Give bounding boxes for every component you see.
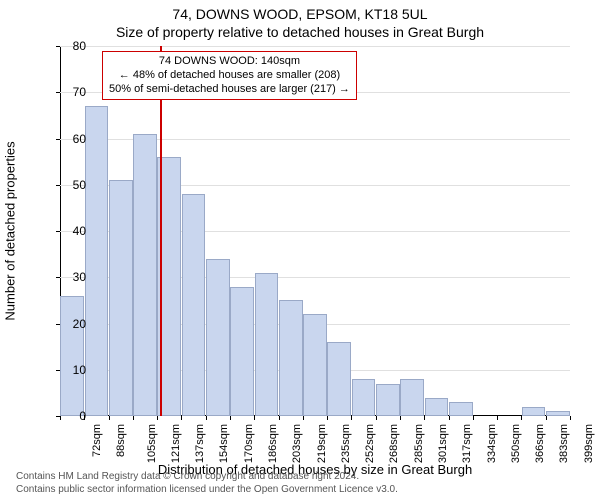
footer-attribution: Contains HM Land Registry data © Crown c…	[16, 471, 398, 496]
gridline	[60, 46, 570, 47]
xtick-label: 170sqm	[243, 424, 255, 463]
histogram-bar	[182, 194, 206, 416]
xtick-label: 317sqm	[461, 424, 473, 463]
xtick-label: 154sqm	[219, 424, 231, 463]
property-annotation: 74 DOWNS WOOD: 140sqm← 48% of detached h…	[102, 51, 357, 100]
histogram-bar	[230, 287, 254, 417]
xtick-mark	[60, 416, 61, 420]
histogram-bar	[109, 180, 133, 416]
xtick-label: 235sqm	[340, 424, 352, 463]
xtick-mark	[400, 416, 401, 420]
xtick-mark	[109, 416, 110, 420]
xtick-mark	[376, 416, 377, 420]
xtick-mark	[327, 416, 328, 420]
xtick-label: 350sqm	[510, 424, 522, 463]
xtick-mark	[157, 416, 158, 420]
histogram-bar	[279, 300, 303, 416]
xtick-mark	[351, 416, 352, 420]
xtick-mark	[303, 416, 304, 420]
ytick-mark	[56, 92, 60, 93]
xtick-mark	[449, 416, 450, 420]
xtick-label: 219sqm	[316, 424, 328, 463]
annotation-line3: 50% of semi-detached houses are larger (…	[109, 83, 350, 97]
histogram-bar	[376, 384, 400, 416]
footer-line1: Contains HM Land Registry data © Crown c…	[16, 471, 398, 484]
xtick-label: 137sqm	[194, 424, 206, 463]
histogram-bar	[206, 259, 230, 416]
histogram-bar	[400, 379, 424, 416]
histogram-bar	[303, 314, 327, 416]
histogram-bar	[449, 402, 473, 416]
ytick-label: 0	[79, 409, 86, 423]
ytick-label: 70	[73, 85, 86, 99]
histogram-bar	[133, 134, 157, 416]
xtick-mark	[570, 416, 571, 420]
ytick-mark	[56, 46, 60, 47]
footer-line2: Contains public sector information licen…	[16, 484, 398, 497]
ytick-mark	[56, 277, 60, 278]
histogram-bar	[255, 273, 279, 416]
plot-area: 72sqm88sqm105sqm121sqm137sqm154sqm170sqm…	[60, 46, 570, 416]
xtick-mark	[546, 416, 547, 420]
xtick-mark	[133, 416, 134, 420]
histogram-bar	[546, 411, 570, 416]
xtick-label: 105sqm	[146, 424, 158, 463]
xtick-label: 383sqm	[559, 424, 571, 463]
ytick-mark	[56, 231, 60, 232]
chart-title-line2: Size of property relative to detached ho…	[0, 24, 600, 40]
xtick-label: 399sqm	[583, 424, 595, 463]
xtick-label: 72sqm	[91, 424, 103, 457]
ytick-mark	[56, 139, 60, 140]
xtick-label: 121sqm	[170, 424, 182, 463]
y-axis-label: Number of detached properties	[3, 141, 18, 320]
xtick-mark	[424, 416, 425, 420]
annotation-line2: ← 48% of detached houses are smaller (20…	[109, 69, 350, 83]
xtick-label: 88sqm	[115, 424, 127, 457]
histogram-bar	[85, 106, 109, 416]
xtick-label: 252sqm	[364, 424, 376, 463]
ytick-label: 40	[73, 224, 86, 238]
ytick-label: 80	[73, 39, 86, 53]
chart-title-line1: 74, DOWNS WOOD, EPSOM, KT18 5UL	[0, 6, 600, 22]
chart-container: { "title_line1":"74, DOWNS WOOD, EPSOM, …	[0, 0, 600, 500]
histogram-bar	[425, 398, 449, 417]
xtick-mark	[521, 416, 522, 420]
xtick-label: 301sqm	[437, 424, 449, 463]
ytick-label: 20	[73, 317, 86, 331]
histogram-bar	[522, 407, 546, 416]
xtick-label: 285sqm	[413, 424, 425, 463]
xtick-mark	[206, 416, 207, 420]
xtick-mark	[254, 416, 255, 420]
xtick-mark	[181, 416, 182, 420]
xtick-mark	[497, 416, 498, 420]
histogram-bar	[327, 342, 351, 416]
ytick-label: 30	[73, 270, 86, 284]
ytick-mark	[56, 185, 60, 186]
histogram-bar	[352, 379, 376, 416]
ytick-label: 10	[73, 363, 86, 377]
xtick-mark	[279, 416, 280, 420]
histogram-bar	[60, 296, 84, 416]
xtick-label: 366sqm	[534, 424, 546, 463]
ytick-label: 50	[73, 178, 86, 192]
annotation-line1: 74 DOWNS WOOD: 140sqm	[109, 55, 350, 69]
xtick-label: 268sqm	[389, 424, 401, 463]
xtick-mark	[473, 416, 474, 420]
property-marker-line	[160, 46, 162, 416]
xtick-label: 334sqm	[486, 424, 498, 463]
xtick-label: 203sqm	[291, 424, 303, 463]
xtick-label: 186sqm	[267, 424, 279, 463]
xtick-mark	[230, 416, 231, 420]
ytick-label: 60	[73, 132, 86, 146]
